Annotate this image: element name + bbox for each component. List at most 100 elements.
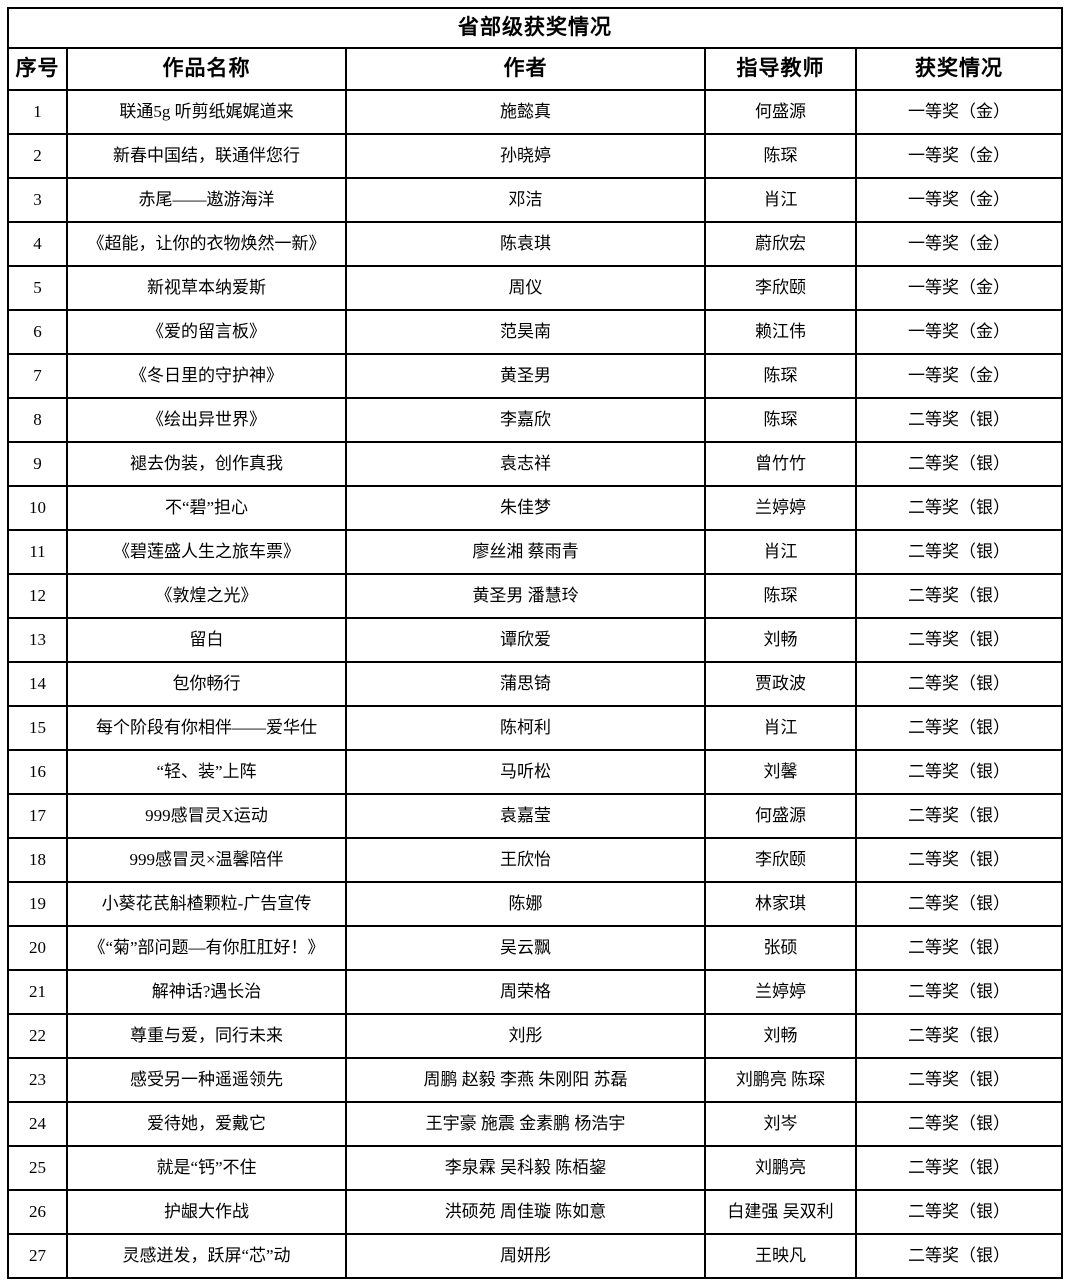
cell-seq: 23: [7, 1057, 68, 1103]
cell-title: 就是“钙”不住: [66, 1145, 347, 1191]
cell-seq: 21: [7, 969, 68, 1015]
cell-title: 《敦煌之光》: [66, 573, 347, 619]
cell-award: 二等奖（银）: [854, 661, 1064, 707]
table-row: 21 解神话?遇长治 周荣格 兰婷婷 二等奖（银）: [7, 969, 1064, 1015]
cell-seq: 14: [7, 661, 68, 707]
table-row: 25 就是“钙”不住 李泉霖 吴科毅 陈栢鋆 刘鹏亮 二等奖（银）: [7, 1145, 1064, 1191]
cell-author: 陈柯利: [345, 705, 706, 751]
table-row: 6 《爱的留言板》 范昊南 赖江伟 一等奖（金）: [7, 309, 1064, 355]
cell-seq: 12: [7, 573, 68, 619]
cell-title: 不“碧”担心: [66, 485, 347, 531]
cell-teacher: 李欣颐: [704, 265, 857, 311]
table-row: 22 尊重与爱，同行未来 刘彤 刘畅 二等奖（银）: [7, 1013, 1064, 1059]
table-title-row: 省部级获奖情况: [6, 7, 1064, 49]
table-row: 20 《“菊”部问题—有你肛肛好！》 吴云飘 张硕 二等奖（银）: [7, 925, 1064, 971]
cell-award: 二等奖（银）: [854, 573, 1064, 619]
cell-seq: 4: [7, 221, 68, 267]
cell-seq: 11: [7, 529, 68, 575]
cell-author: 谭欣爱: [345, 617, 706, 663]
cell-author: 周鹏 赵毅 李燕 朱刚阳 苏磊: [345, 1057, 706, 1103]
table-row: 1 联通5g 听剪纸娓娓道来 施懿真 何盛源 一等奖（金）: [7, 89, 1064, 135]
cell-seq: 22: [7, 1013, 68, 1059]
cell-author: 李嘉欣: [345, 397, 706, 443]
cell-title: 赤尾——遨游海洋: [66, 177, 347, 223]
cell-award: 一等奖（金）: [854, 265, 1064, 311]
cell-title: 包你畅行: [66, 661, 347, 707]
table-row: 26 护龈大作战 洪硕苑 周佳璇 陈如意 白建强 吴双利 二等奖（银）: [7, 1189, 1064, 1235]
cell-seq: 10: [7, 485, 68, 531]
cell-seq: 27: [7, 1233, 68, 1279]
cell-title: 《碧莲盛人生之旅车票》: [66, 529, 347, 575]
cell-teacher: 肖江: [704, 529, 857, 575]
cell-teacher: 贾政波: [704, 661, 857, 707]
award-table-body: 省部级获奖情况 序号 作品名称 作者 指导教师 获奖情况 1 联通5g 听剪纸娓…: [6, 7, 1064, 1279]
cell-teacher: 刘鹏亮: [704, 1145, 857, 1191]
cell-teacher: 何盛源: [704, 89, 857, 135]
cell-teacher: 兰婷婷: [704, 485, 857, 531]
table-row: 10 不“碧”担心 朱佳梦 兰婷婷 二等奖（银）: [7, 485, 1064, 531]
cell-award: 二等奖（银）: [854, 705, 1064, 751]
cell-title: 联通5g 听剪纸娓娓道来: [66, 89, 347, 135]
cell-seq: 18: [7, 837, 68, 883]
cell-teacher: 肖江: [704, 705, 857, 751]
cell-award: 二等奖（银）: [854, 617, 1064, 663]
cell-award: 一等奖（金）: [854, 353, 1064, 399]
table-row: 18 999感冒灵×温馨陪伴 王欣怡 李欣颐 二等奖（银）: [7, 837, 1064, 883]
cell-seq: 25: [7, 1145, 68, 1191]
cell-title: 解神话?遇长治: [66, 969, 347, 1015]
table-row: 14 包你畅行 蒲思锜 贾政波 二等奖（银）: [7, 661, 1064, 707]
table-row: 5 新视草本纳爱斯 周仪 李欣颐 一等奖（金）: [7, 265, 1064, 311]
cell-author: 陈娜: [345, 881, 706, 927]
cell-author: 王宇豪 施震 金素鹏 杨浩宇: [345, 1101, 706, 1147]
cell-teacher: 张硕: [704, 925, 857, 971]
cell-seq: 19: [7, 881, 68, 927]
cell-teacher: 刘岑: [704, 1101, 857, 1147]
cell-author: 廖丝湘 蔡雨青: [345, 529, 706, 575]
cell-teacher: 王映凡: [704, 1233, 857, 1279]
cell-title: 感受另一种遥遥领先: [66, 1057, 347, 1103]
cell-award: 一等奖（金）: [854, 89, 1064, 135]
cell-teacher: 林家琪: [704, 881, 857, 927]
cell-author: 周妍彤: [345, 1233, 706, 1279]
cell-author: 邓洁: [345, 177, 706, 223]
cell-seq: 16: [7, 749, 68, 795]
cell-title: 护龈大作战: [66, 1189, 347, 1235]
cell-teacher: 何盛源: [704, 793, 857, 839]
table-row: 8 《绘出异世界》 李嘉欣 陈琛 二等奖（银）: [7, 397, 1064, 443]
cell-award: 二等奖（银）: [854, 881, 1064, 927]
cell-title: 每个阶段有你相伴——爱华仕: [66, 705, 347, 751]
cell-teacher: 白建强 吴双利: [704, 1189, 857, 1235]
cell-award: 二等奖（银）: [854, 925, 1064, 971]
cell-award: 一等奖（金）: [854, 309, 1064, 355]
cell-seq: 13: [7, 617, 68, 663]
page-title: 省部级获奖情况: [6, 7, 1064, 49]
cell-award: 二等奖（银）: [854, 837, 1064, 883]
cell-seq: 5: [7, 265, 68, 311]
cell-teacher: 刘畅: [704, 617, 857, 663]
cell-title: 新视草本纳爱斯: [66, 265, 347, 311]
cell-title: 灵感迸发，跃屏“芯”动: [66, 1233, 347, 1279]
cell-seq: 15: [7, 705, 68, 751]
cell-title: 新春中国结，联通伴您行: [66, 133, 347, 179]
cell-author: 黄圣男 潘慧玲: [345, 573, 706, 619]
table-row: 19 小葵花芪斛楂颗粒-广告宣传 陈娜 林家琪 二等奖（银）: [7, 881, 1064, 927]
table-row: 13 留白 谭欣爱 刘畅 二等奖（银）: [7, 617, 1064, 663]
cell-award: 二等奖（银）: [854, 969, 1064, 1015]
cell-teacher: 曾竹竹: [704, 441, 857, 487]
cell-teacher: 肖江: [704, 177, 857, 223]
cell-teacher: 兰婷婷: [704, 969, 857, 1015]
cell-seq: 1: [7, 89, 68, 135]
cell-title: 《绘出异世界》: [66, 397, 347, 443]
table-row: 17 999感冒灵X运动 袁嘉莹 何盛源 二等奖（银）: [7, 793, 1064, 839]
table-row: 16 “轻、装”上阵 马听松 刘馨 二等奖（银）: [7, 749, 1064, 795]
cell-seq: 3: [7, 177, 68, 223]
cell-award: 二等奖（银）: [854, 1057, 1064, 1103]
cell-teacher: 陈琛: [704, 573, 857, 619]
cell-seq: 6: [7, 309, 68, 355]
cell-award: 二等奖（银）: [854, 1189, 1064, 1235]
cell-title: 《“菊”部问题—有你肛肛好！》: [66, 925, 347, 971]
cell-title: 《爱的留言板》: [66, 309, 347, 355]
cell-author: 袁志祥: [345, 441, 706, 487]
cell-title: “轻、装”上阵: [66, 749, 347, 795]
